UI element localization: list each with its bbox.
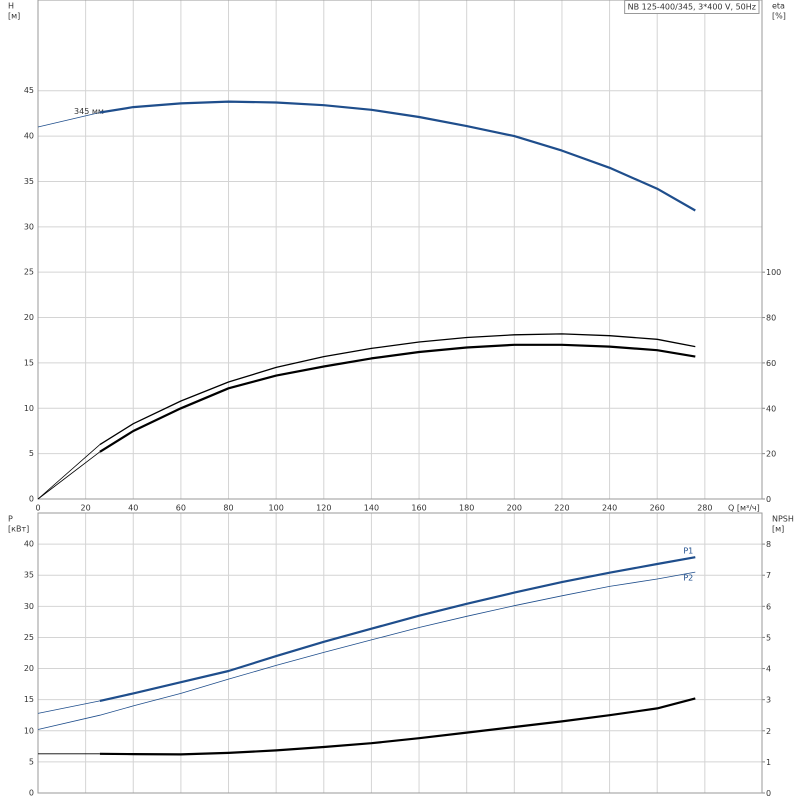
series-label: P1 bbox=[683, 547, 693, 556]
series-line bbox=[37, 451, 101, 500]
series-line bbox=[99, 100, 696, 212]
x-tick-label: 120 bbox=[316, 504, 331, 513]
y2-tick-label: 6 bbox=[766, 602, 771, 611]
y-tick-label: 0 bbox=[29, 495, 34, 504]
y2-tick-label: 8 bbox=[766, 540, 771, 549]
y-tick-label: 40 bbox=[24, 540, 34, 549]
series-label: P2 bbox=[683, 574, 693, 583]
x-tick-label: 160 bbox=[411, 504, 426, 513]
plot-frame bbox=[37, 0, 763, 500]
y2-axis-unit: [%] bbox=[772, 12, 786, 21]
series-line bbox=[37, 571, 696, 730]
series-line bbox=[99, 556, 696, 702]
series-line bbox=[37, 700, 100, 714]
y-tick-label: 40 bbox=[24, 132, 34, 141]
x-tick-label: 60 bbox=[176, 504, 186, 513]
x-tick-label: 280 bbox=[697, 504, 712, 513]
x-tick-label: 80 bbox=[223, 504, 233, 513]
y-axis-unit: [кВт] bbox=[8, 525, 29, 534]
x-tick-label: 200 bbox=[507, 504, 522, 513]
series-line bbox=[99, 333, 696, 446]
chart-title: NB 125-400/345, 3*400 V, 50Hz bbox=[628, 3, 756, 12]
y-tick-label: 20 bbox=[24, 664, 34, 673]
x-tick-label: 260 bbox=[650, 504, 665, 513]
y-tick-label: 35 bbox=[24, 177, 34, 186]
y2-tick-label: 40 bbox=[766, 404, 776, 413]
y-tick-label: 45 bbox=[24, 86, 34, 95]
series-line bbox=[99, 697, 696, 756]
y2-tick-label: 1 bbox=[766, 758, 771, 767]
y-tick-label: 35 bbox=[24, 571, 34, 580]
y-tick-label: 25 bbox=[24, 633, 34, 642]
y-tick-label: 15 bbox=[24, 695, 34, 704]
y-axis-unit: [м] bbox=[8, 12, 20, 21]
series-line bbox=[37, 112, 100, 128]
y2-tick-label: 0 bbox=[766, 789, 771, 798]
y2-tick-label: 5 bbox=[766, 633, 771, 642]
y2-axis-unit: [м] bbox=[772, 525, 784, 534]
y-tick-label: 20 bbox=[24, 313, 34, 322]
y-tick-label: 30 bbox=[24, 602, 34, 611]
y-tick-label: 10 bbox=[24, 726, 34, 735]
y2-tick-label: 7 bbox=[766, 571, 771, 580]
y2-tick-label: 2 bbox=[766, 727, 771, 736]
y-tick-label: 10 bbox=[24, 404, 34, 413]
series-line bbox=[37, 444, 101, 500]
y-tick-label: 15 bbox=[24, 358, 34, 367]
y2-axis-label: NPSH bbox=[772, 515, 794, 524]
y2-tick-label: 100 bbox=[766, 268, 781, 277]
y2-tick-label: 60 bbox=[766, 359, 776, 368]
x-tick-label: 240 bbox=[602, 504, 617, 513]
x-tick-label: 20 bbox=[81, 504, 91, 513]
x-tick-label: 0 bbox=[35, 504, 40, 513]
y2-tick-label: 20 bbox=[766, 450, 776, 459]
series-label: 345 мм bbox=[74, 107, 104, 116]
x-tick-label: 140 bbox=[364, 504, 379, 513]
x-tick-label: 180 bbox=[459, 504, 474, 513]
y2-tick-label: 80 bbox=[766, 314, 776, 323]
y-tick-label: 5 bbox=[29, 757, 34, 766]
y-tick-label: 25 bbox=[24, 268, 34, 277]
y-tick-label: 30 bbox=[24, 222, 34, 231]
y-tick-label: 5 bbox=[29, 449, 34, 458]
series-line bbox=[99, 343, 696, 453]
y2-tick-label: 4 bbox=[766, 665, 771, 674]
y-axis-label: P bbox=[8, 515, 13, 524]
y2-tick-label: 0 bbox=[766, 495, 771, 504]
y-axis-label: H bbox=[8, 2, 14, 11]
x-tick-label: 100 bbox=[269, 504, 284, 513]
x-tick-label: 40 bbox=[128, 504, 138, 513]
x-tick-label: 220 bbox=[554, 504, 569, 513]
title-box bbox=[624, 0, 760, 14]
y-tick-label: 0 bbox=[29, 789, 34, 798]
plot-frame bbox=[37, 512, 763, 794]
y2-axis-label: eta bbox=[772, 2, 785, 11]
y2-tick-label: 3 bbox=[766, 696, 771, 705]
x-axis-label: Q [м³/ч] bbox=[728, 504, 760, 513]
